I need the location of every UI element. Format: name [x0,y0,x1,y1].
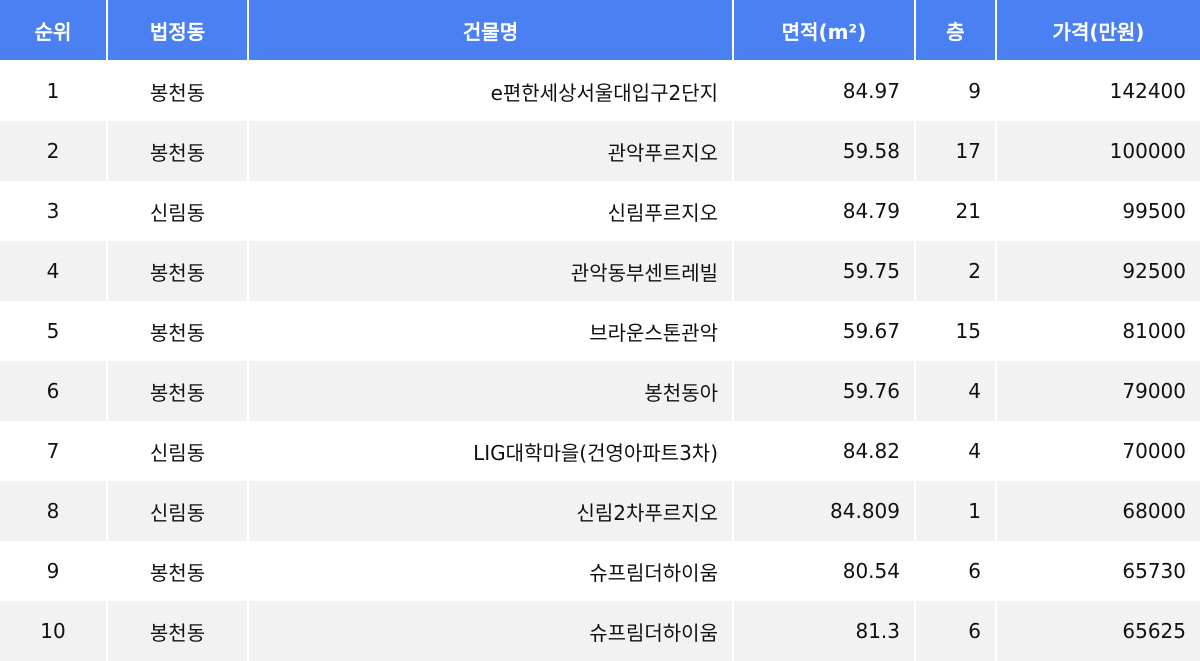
cell-rank: 9 [46,559,60,583]
cell-floor: 4 [914,421,996,481]
cell-district: 봉천동 [106,601,248,661]
cell-rank: 5 [46,319,60,343]
table-row: 6 봉천동 봉천동아 59.76 4 79000 [0,361,1200,421]
cell-rank: 3 [46,199,60,223]
cell-building: 슈프림더하이움 [247,541,733,601]
cell-floor: 4 [914,361,996,421]
cell-area: 84.82 [732,421,915,481]
cell-district: 신림동 [106,481,248,541]
cell-district: 봉천동 [106,361,248,421]
cell-rank: 6 [0,361,107,421]
cell-district: 봉천동 [106,241,248,301]
cell-price: 92500 [995,241,1200,301]
table-row: 7 신림동 LIG대학마을(건영아파트3차) 84.82 4 70000 [0,421,1200,481]
table-row: 8 신림동 신림2차푸르지오 84.809 1 68000 [0,481,1200,541]
cell-building: 신림2차푸르지오 [247,481,733,541]
cell-price: 65625 [995,601,1200,661]
table-row: 3 신림동 신림푸르지오 84.79 21 99500 [0,181,1200,241]
cell-rank: 1 [46,79,60,103]
cell-building: 신림푸르지오 [247,181,733,241]
cell-district: 신림동 [106,181,248,241]
cell-floor: 17 [914,121,996,181]
table-header: 순위 법정동 건물명 면적(m²) 층 가격(만원) [0,0,1200,61]
cell-area: 80.54 [732,541,915,601]
cell-rank: 2 [0,121,107,181]
cell-floor: 21 [914,181,996,241]
cell-district: 봉천동 [106,301,248,361]
cell-rank: 8 [0,481,107,541]
cell-floor: 15 [914,301,996,361]
cell-floor: 6 [914,541,996,601]
cell-area: 84.809 [732,481,915,541]
table-row: 4 봉천동 관악동부센트레빌 59.75 2 92500 [0,241,1200,301]
cell-district: 봉천동 [106,121,248,181]
cell-price: 81000 [995,301,1200,361]
cell-building: 관악푸르지오 [247,121,733,181]
header-floor: 층 [914,0,996,61]
cell-price: 68000 [995,481,1200,541]
cell-price: 142400 [995,60,1200,121]
table-row: 1 봉천동 e편한세상서울대입구2단지 84.97 9 142400 [0,60,1200,121]
table-row: 2 봉천동 관악푸르지오 59.58 17 100000 [0,121,1200,181]
cell-building: 슈프림더하이움 [247,601,733,661]
header-building: 건물명 [247,0,733,61]
cell-area: 84.79 [732,181,915,241]
cell-district: 봉천동 [106,60,248,121]
header-price: 가격(만원) [995,0,1200,61]
cell-district: 신림동 [106,421,248,481]
cell-price: 99500 [995,181,1200,241]
header-district: 법정동 [106,0,248,61]
cell-building: 관악동부센트레빌 [247,241,733,301]
table-row: 5 봉천동 브라운스톤관악 59.67 15 81000 [0,301,1200,361]
cell-area: 84.97 [732,60,915,121]
cell-floor: 9 [914,60,996,121]
cell-building: LIG대학마을(건영아파트3차) [247,421,733,481]
cell-building: 브라운스톤관악 [247,301,733,361]
cell-rank: 7 [46,439,60,463]
cell-price: 100000 [995,121,1200,181]
cell-area: 59.58 [732,121,915,181]
cell-price: 79000 [995,361,1200,421]
header-rank: 순위 [0,0,107,61]
cell-rank: 4 [0,241,107,301]
cell-building: e편한세상서울대입구2단지 [247,60,733,121]
table-row: 9 봉천동 슈프림더하이움 80.54 6 65730 [0,541,1200,601]
cell-rank: 10 [0,601,107,661]
cell-floor: 6 [914,601,996,661]
cell-price: 65730 [995,541,1200,601]
cell-area: 59.76 [732,361,915,421]
cell-floor: 1 [914,481,996,541]
cell-price: 70000 [995,421,1200,481]
cell-district: 봉천동 [106,541,248,601]
cell-building: 봉천동아 [247,361,733,421]
cell-area: 59.75 [732,241,915,301]
header-area: 면적(m²) [732,0,915,61]
cell-area: 59.67 [732,301,915,361]
cell-area: 81.3 [732,601,915,661]
table-row: 10 봉천동 슈프림더하이움 81.3 6 65625 [0,601,1200,661]
cell-floor: 2 [914,241,996,301]
